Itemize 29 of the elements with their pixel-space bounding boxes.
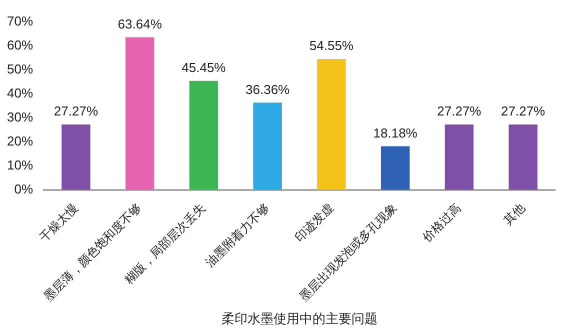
- y-tick-label: 70%: [6, 14, 34, 29]
- data-label: 27.27%: [54, 104, 98, 119]
- x-tick-label: 印迹发虚: [292, 200, 336, 244]
- bar: [253, 102, 282, 190]
- data-label: 27.27%: [501, 104, 546, 119]
- bar: [125, 37, 154, 190]
- data-label: 45.45%: [182, 60, 226, 75]
- bar: [189, 80, 218, 190]
- x-axis-title: 柔印水墨使用中的主要问题: [222, 310, 378, 326]
- bar: [317, 59, 346, 190]
- x-tick-label: 干燥太慢: [36, 200, 80, 244]
- y-tick-label: 0%: [14, 181, 34, 196]
- y-tick-label: 10%: [6, 157, 34, 172]
- bar: [508, 124, 538, 190]
- data-label: 18.18%: [373, 125, 418, 140]
- bar: [444, 124, 474, 190]
- x-tick-label: 其他: [500, 200, 528, 228]
- data-label: 54.55%: [309, 38, 354, 54]
- y-tick-label: 20%: [6, 133, 34, 148]
- data-label: 63.64%: [118, 16, 162, 32]
- x-tick-label: 价格过高: [419, 200, 464, 246]
- y-tick-label: 40%: [6, 86, 34, 101]
- y-tick-label: 50%: [6, 62, 34, 77]
- bar: [62, 124, 90, 190]
- y-tick-label: 30%: [6, 110, 34, 125]
- data-label: 36.36%: [246, 82, 290, 97]
- data-label: 27.27%: [437, 104, 482, 119]
- bar: [380, 146, 410, 190]
- y-tick-label: 60%: [6, 38, 34, 53]
